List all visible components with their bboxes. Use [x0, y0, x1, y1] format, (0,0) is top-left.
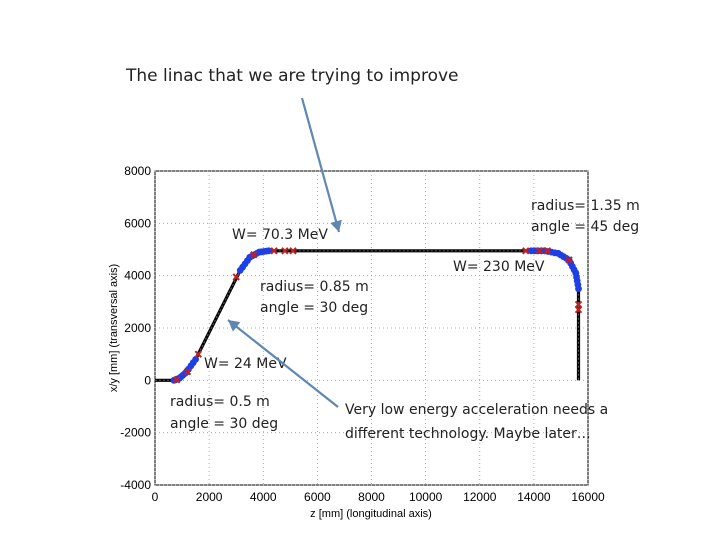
x-tick-label: 2000 [196, 490, 223, 504]
label-bend-2-angle: angle = 30 deg [260, 300, 368, 316]
x-tick-label: 12000 [463, 490, 497, 504]
label-w-24: W= 24 MeV [204, 356, 287, 372]
label-bend-1-radius: radius= 0.5 m [170, 394, 270, 410]
note-line-2: different technology. Maybe later… [345, 426, 591, 442]
label-bend-3-angle: angle = 45 deg [531, 219, 639, 235]
y-tick-label: 8000 [124, 164, 151, 178]
grid [154, 170, 589, 486]
x-tick-label: 8000 [358, 490, 385, 504]
x-tick-label: 16000 [571, 490, 605, 504]
x-axis-label: z [mm] (longitudinal axis) [310, 508, 432, 520]
quad-marker [194, 350, 203, 358]
y-tick-label: -4000 [120, 478, 151, 492]
arrow-shaft [227, 319, 339, 408]
bend-magnet-dot [192, 356, 200, 363]
bend-magnet-dot [575, 285, 582, 293]
label-w-230: W= 230 MeV [453, 259, 545, 275]
label-bend-2-radius: radius= 0.85 m [260, 279, 369, 295]
x-tick-label: 10000 [409, 490, 443, 504]
x-tick-label: 14000 [517, 490, 551, 504]
quad-marker [183, 367, 192, 376]
tick-labels: 0 2000 4000 6000 8000 10000 12000 14000 16000 -40… [120, 164, 605, 504]
arrow-head [330, 219, 342, 232]
arrow-head [228, 320, 241, 332]
quad-marker [289, 247, 297, 255]
y-tick-label: 2000 [124, 321, 151, 335]
label-bend-3-radius: radius= 1.35 m [531, 198, 640, 214]
quad-marker [232, 273, 240, 281]
x-tick-label: 6000 [304, 490, 331, 504]
y-tick-label: 0 [144, 373, 151, 387]
label-bend-1-angle: angle = 30 deg [170, 416, 278, 432]
quad-marker [543, 247, 552, 255]
arrow-shaft [300, 97, 341, 233]
quad-marker [250, 251, 258, 259]
quad-marker-layer [172, 247, 583, 384]
quad-marker [172, 376, 181, 384]
slide-title: The linac that we are trying to improve [126, 66, 459, 86]
arrow-title [300, 97, 342, 233]
quad-marker [270, 247, 278, 255]
quad-marker [535, 247, 543, 255]
bend-magnet-dot [265, 247, 273, 255]
y-tick-label: -2000 [120, 426, 151, 440]
quad-marker [565, 256, 573, 264]
quad-marker [522, 247, 530, 255]
quad-marker [281, 247, 289, 255]
y-tick-label: 4000 [124, 269, 151, 283]
x-tick-label: 4000 [250, 490, 277, 504]
quad-marker [574, 305, 583, 314]
label-w-70: W= 70.3 MeV [232, 227, 328, 243]
y-tick-label: 6000 [124, 216, 151, 230]
note-line-1: Very low energy acceleration needs a [345, 402, 608, 418]
y-axis-label: x/y [mm] (transversal axis) [108, 264, 120, 392]
arrow-note [227, 319, 339, 408]
x-tick-label: 0 [152, 490, 159, 504]
